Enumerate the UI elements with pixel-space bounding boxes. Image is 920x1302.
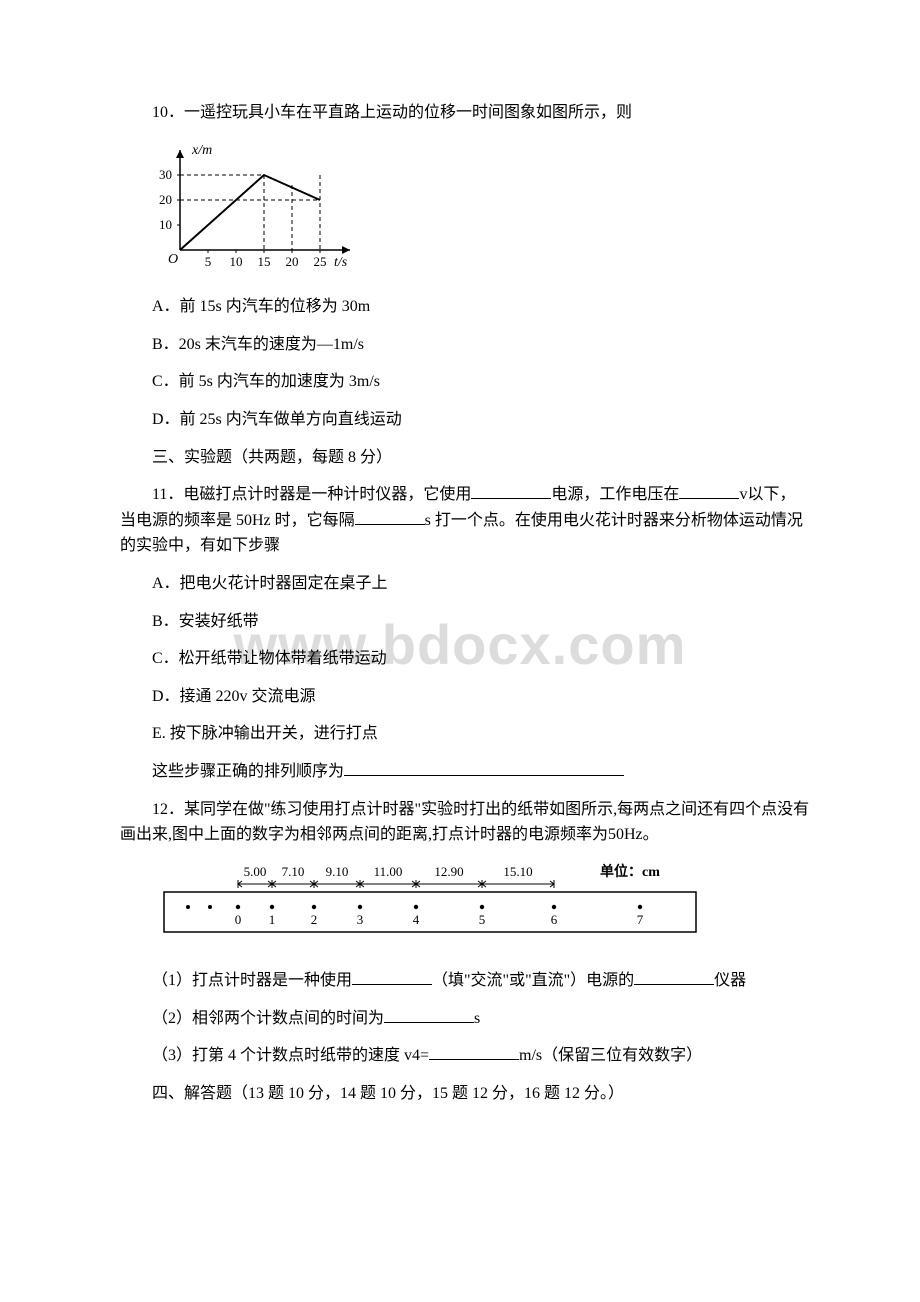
dist-5: 15.10 — [503, 864, 532, 879]
q12-sub2: （2）相邻两个计数点间的时间为 s — [120, 1006, 810, 1032]
q10-opt-b: B．20s 末汽车的速度为—1m/s — [120, 332, 810, 358]
q10-opt-d: D．前 25s 内汽车做单方向直线运动 — [120, 407, 810, 433]
blank-v4[interactable] — [429, 1059, 519, 1060]
pt-7: 7 — [637, 912, 644, 927]
ytick-30: 30 — [159, 167, 172, 182]
pt-3: 3 — [357, 912, 364, 927]
q11-order-prompt: 这些步骤正确的排列顺序为 — [120, 759, 810, 785]
blank-device-type[interactable] — [634, 984, 714, 985]
blank-order[interactable] — [344, 775, 624, 776]
q11-opt-c: C．松开纸带让物体带着纸带运动 — [120, 646, 810, 672]
q11-opt-e: E. 按下脉冲输出开关，进行打点 — [120, 721, 810, 747]
ytick-20: 20 — [159, 192, 172, 207]
page-content: 10．一遥控玩具小车在平直路上运动的位移一时间图象如图所示，则 10 20 30… — [120, 100, 810, 1107]
q10-opt-a: A．前 15s 内汽车的位移为 30m — [120, 294, 810, 320]
q12-1-end: 仪器 — [714, 972, 746, 989]
xtick-25: 25 — [314, 254, 327, 269]
q11-text-1: 11．电磁打点计时器是一种计时仪器，它使用 — [152, 486, 471, 503]
q11-opt-d: D．接通 220v 交流电源 — [120, 684, 810, 710]
q11-opt-a: A．把电火花计时器固定在桌子上 — [120, 571, 810, 597]
ytick-10: 10 — [159, 217, 172, 232]
q12-2-end: s — [474, 1010, 480, 1027]
xtick-5: 5 — [205, 254, 212, 269]
q12-3-pre: （3）打第 4 个计数点时纸带的速度 v4= — [152, 1047, 429, 1064]
dist-0: 5.00 — [244, 864, 267, 879]
pt-2: 2 — [311, 912, 318, 927]
dist-4: 12.90 — [434, 864, 463, 879]
blank-power-type[interactable] — [471, 498, 551, 499]
tape-figure: 5.00 7.10 9.10 11.00 12.90 15.10 单位：cm — [160, 862, 810, 951]
q10-opt-c: C．前 5s 内汽车的加速度为 3m/s — [120, 369, 810, 395]
blank-voltage[interactable] — [679, 498, 739, 499]
q11-stem: 11．电磁打点计时器是一种计时仪器，它使用电源，工作电压在v以下，当电源的频率是… — [120, 482, 810, 559]
section-3-heading: 三、实验题（共两题，每题 8 分） — [120, 445, 810, 471]
xt-chart: 10 20 30 5 10 15 20 25 x/m t/s O — [150, 140, 810, 279]
xtick-20: 20 — [286, 254, 299, 269]
q11-opt-b: B．安装好纸带 — [120, 609, 810, 635]
q11-order-text: 这些步骤正确的排列顺序为 — [152, 763, 344, 780]
dist-3: 11.00 — [374, 864, 403, 879]
blank-time[interactable] — [384, 1022, 474, 1023]
x-axis-label: t/s — [334, 255, 348, 270]
q12-2-pre: （2）相邻两个计数点间的时间为 — [152, 1010, 384, 1027]
pt-1: 1 — [269, 912, 276, 927]
q12-1-pre: （1）打点计时器是一种使用 — [152, 972, 352, 989]
q12-1-mid: （填"交流"或"直流"）电源的 — [432, 972, 634, 989]
xtick-10: 10 — [230, 254, 243, 269]
q11-text-2: 电源，工作电压在 — [551, 486, 679, 503]
pt-6: 6 — [551, 912, 558, 927]
q12-3-end: m/s（保留三位有效数字） — [519, 1047, 702, 1064]
q10-stem: 10．一遥控玩具小车在平直路上运动的位移一时间图象如图所示，则 — [120, 100, 810, 126]
pt-0: 0 — [235, 912, 242, 927]
pt-4: 4 — [413, 912, 420, 927]
dist-2: 9.10 — [326, 864, 349, 879]
origin-label: O — [168, 252, 178, 267]
xtick-15: 15 — [258, 254, 271, 269]
y-axis-label: x/m — [191, 143, 212, 158]
section-4-heading: 四、解答题（13 题 10 分，14 题 10 分，15 题 12 分，16 题… — [120, 1081, 810, 1107]
q12-sub3: （3）打第 4 个计数点时纸带的速度 v4= m/s（保留三位有效数字） — [120, 1043, 810, 1069]
dist-1: 7.10 — [282, 864, 305, 879]
blank-ac-dc[interactable] — [352, 984, 432, 985]
q12-stem: 12．某同学在做"练习使用打点计时器"实验时打出的纸带如图所示,每两点之间还有四… — [120, 797, 810, 848]
pt-5: 5 — [479, 912, 486, 927]
blank-interval[interactable] — [355, 524, 425, 525]
q12-sub1: （1）打点计时器是一种使用 （填"交流"或"直流"）电源的 仪器 — [120, 968, 810, 994]
unit-label: 单位：cm — [600, 863, 660, 880]
